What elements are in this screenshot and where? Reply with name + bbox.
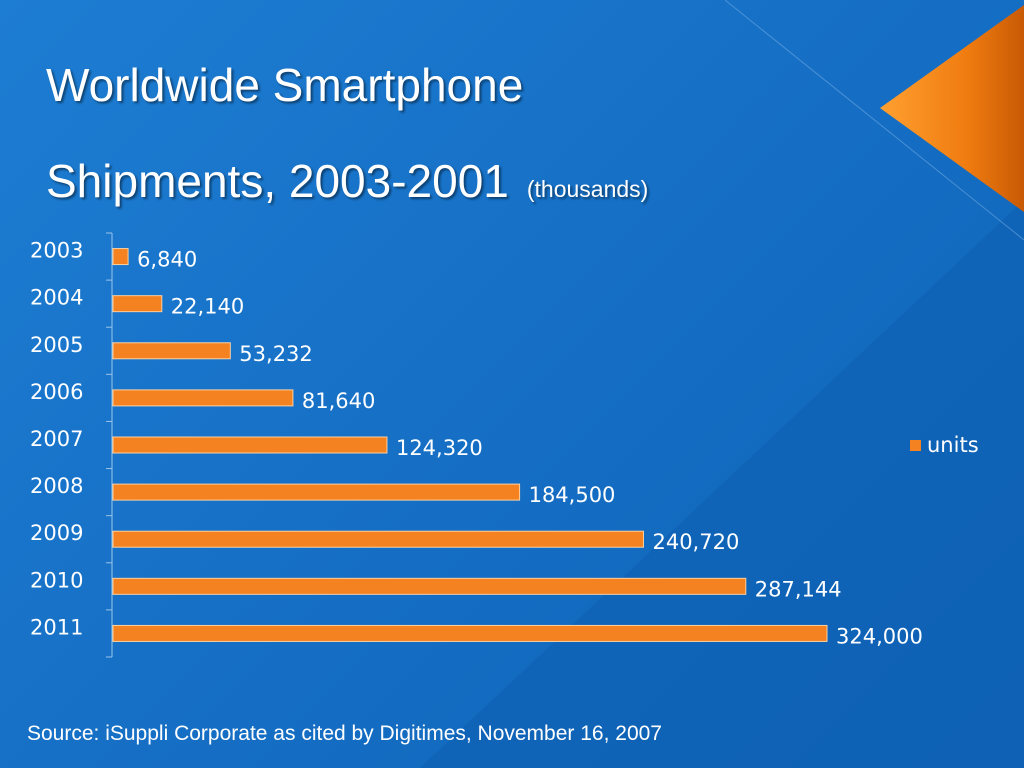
bar [112,248,129,266]
page-title: Worldwide Smartphone [46,62,523,108]
page-title-line-2: Shipments, 2003-2001 (thousands) [46,158,648,204]
category-label: 2011 [30,615,83,639]
data-label: 22,140 [171,295,244,319]
data-label: 324,000 [836,624,923,648]
data-label: 81,640 [302,389,375,413]
legend-swatch [910,439,921,451]
legend-label: units [927,433,979,457]
data-label: 6,840 [137,248,197,272]
title-line-1: Worldwide Smartphone [46,59,524,111]
category-label: 2004 [30,286,83,310]
legend: units [910,433,979,457]
data-label: 184,500 [529,483,616,507]
bar [112,530,644,548]
title-line-2: Shipments, 2003-2001 [46,155,509,207]
category-label: 2010 [30,568,83,592]
data-label: 240,720 [652,530,739,554]
bar [112,577,747,595]
bar [112,483,521,501]
category-label: 2008 [30,474,83,498]
source-note: Source: iSuppli Corporate as cited by Di… [27,722,662,745]
data-label: 124,320 [396,436,483,460]
bar [112,342,231,360]
bar [112,389,294,407]
bar [112,295,163,313]
data-label: 287,144 [755,577,842,601]
category-label: 2005 [30,333,83,357]
category-label: 2003 [30,239,83,263]
title-unit: (thousands) [526,176,649,202]
data-label: 53,232 [239,342,312,366]
category-label: 2009 [30,521,83,545]
orange-triangle-decoration [880,5,1024,212]
bar [112,436,388,454]
category-label: 2007 [30,427,83,451]
category-label: 2006 [30,380,83,404]
bar [112,624,828,642]
